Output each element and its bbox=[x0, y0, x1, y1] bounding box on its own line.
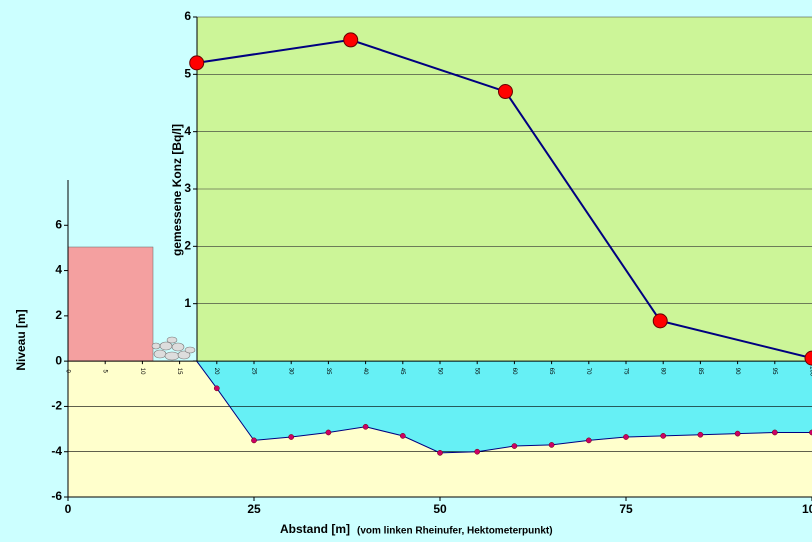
x-tick-label: 50 bbox=[433, 502, 447, 516]
y-tick-label: -2 bbox=[51, 399, 62, 413]
bed-point bbox=[400, 433, 405, 438]
bed-point bbox=[437, 450, 442, 455]
x2-tick-label: 80 bbox=[660, 368, 666, 375]
y-tick-label: 4 bbox=[184, 124, 191, 138]
x-tick-label: 25 bbox=[247, 502, 261, 516]
y-tick-label: 2 bbox=[55, 308, 62, 322]
bed-point bbox=[289, 434, 294, 439]
y-axis-label: gemessene Konz [Bq/l] bbox=[170, 124, 184, 256]
page: -6 -4 -2 0 2 4 60 25 50 75 100 0 5 10 15 20 25 30 35 40 45 50… bbox=[0, 0, 812, 542]
x2-tick-label: 60 bbox=[511, 368, 517, 375]
bed-point bbox=[512, 443, 517, 448]
y-tick-label: 1 bbox=[184, 296, 191, 310]
marker bbox=[344, 33, 358, 47]
x-tick-label: 75 bbox=[619, 502, 633, 516]
bank bbox=[68, 247, 153, 361]
bed-point bbox=[735, 431, 740, 436]
bed-point bbox=[326, 430, 331, 435]
y-tick-label: -6 bbox=[51, 489, 62, 503]
marker bbox=[190, 56, 204, 70]
x2-tick-label: 15 bbox=[176, 368, 182, 375]
x2-tick-label: 10 bbox=[139, 368, 145, 375]
bed-point bbox=[623, 434, 628, 439]
bed-point bbox=[475, 449, 480, 454]
x2-tick-label: 85 bbox=[697, 368, 703, 375]
bed-point bbox=[251, 438, 256, 443]
y-tick-label: 0 bbox=[55, 353, 62, 367]
x2-tick-label: 55 bbox=[474, 368, 480, 375]
x-tick-label: 100 bbox=[802, 502, 812, 516]
y-tick-label: 4 bbox=[55, 263, 62, 277]
bed-point bbox=[698, 432, 703, 437]
x-axis-note: (vom linken Rheinufer, Hektometerpunkt) bbox=[357, 526, 553, 537]
y-tick-label: 3 bbox=[184, 181, 191, 195]
x2-tick-label: 95 bbox=[771, 368, 777, 375]
x2-tick-label: 75 bbox=[622, 368, 628, 375]
x2-tick-label: 40 bbox=[362, 368, 368, 375]
bed-point bbox=[214, 386, 219, 391]
x2-tick-label: 70 bbox=[585, 368, 591, 375]
y-axis-label: Niveau [m] bbox=[14, 309, 28, 370]
x2-tick-label: 30 bbox=[288, 368, 294, 375]
y-tick-label: 6 bbox=[184, 9, 191, 23]
bed-point bbox=[661, 433, 666, 438]
y-tick-label: 2 bbox=[184, 239, 191, 253]
bed-point bbox=[772, 430, 777, 435]
marker bbox=[498, 85, 512, 99]
bed-point bbox=[586, 438, 591, 443]
x-tick-label: 0 bbox=[65, 502, 72, 516]
x2-tick-label: 100 bbox=[808, 366, 812, 377]
x2-tick-label: 50 bbox=[436, 368, 442, 375]
x2-tick-label: 20 bbox=[213, 368, 219, 375]
x-axis-label: Abstand [m] bbox=[280, 522, 350, 536]
x2-tick-label: 45 bbox=[399, 368, 405, 375]
bed-point bbox=[363, 424, 368, 429]
x2-tick-label: 35 bbox=[325, 368, 331, 375]
x2-tick-label: 25 bbox=[250, 368, 256, 375]
y-tick-label: 6 bbox=[55, 217, 62, 231]
x2-tick-label: 90 bbox=[734, 368, 740, 375]
chart: -6 -4 -2 0 2 4 60 25 50 75 100 0 5 10 15 20 25 30 35 40 45 50… bbox=[0, 0, 812, 542]
bed-point bbox=[549, 442, 554, 447]
x2-tick-label: 65 bbox=[548, 368, 554, 375]
y-tick-label: 5 bbox=[184, 67, 191, 81]
marker bbox=[653, 314, 667, 328]
y-tick-label: -4 bbox=[51, 444, 62, 458]
